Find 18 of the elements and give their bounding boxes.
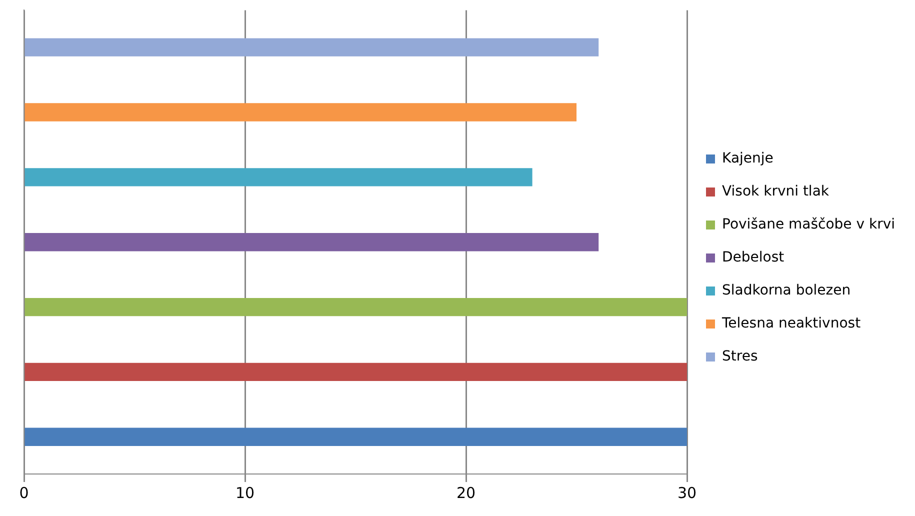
legend-label: Visok krvni tlak — [722, 184, 830, 200]
bar — [24, 38, 599, 56]
x-tick-label: 30 — [677, 484, 697, 502]
legend-label: Debelost — [722, 250, 785, 266]
x-tick-label: 20 — [456, 484, 476, 502]
bar — [24, 103, 577, 122]
bar — [24, 233, 599, 252]
legend-label: Sladkorna bolezen — [722, 282, 851, 299]
x-tick-label: 10 — [235, 484, 255, 502]
bar — [24, 168, 532, 186]
legend-label: Povišane maščobe v krvi — [722, 216, 896, 233]
bar — [24, 428, 688, 446]
bar — [24, 362, 688, 382]
legend-label: Kajenje — [722, 150, 774, 167]
legend-label: Stres — [722, 348, 758, 365]
bar — [24, 298, 688, 316]
x-tick-label: 0 — [19, 484, 29, 502]
legend-label: Telesna neaktivnost — [721, 316, 862, 332]
